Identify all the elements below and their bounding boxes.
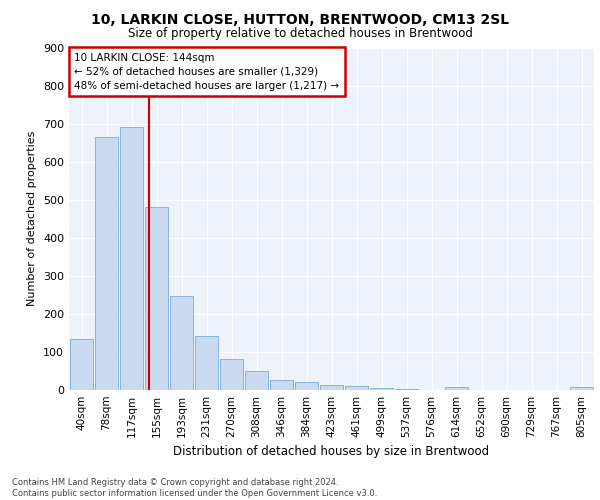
Bar (120, 128, 143, 390)
Y-axis label: Number of detached properties: Number of detached properties (28, 131, 37, 306)
Text: Contains HM Land Registry data © Crown copyright and database right 2024.
Contai: Contains HM Land Registry data © Crown c… (12, 478, 377, 498)
Bar (195, 336, 218, 390)
Bar (95, 137, 118, 390)
Bar (445, 387, 468, 390)
Bar (345, 386, 368, 390)
Bar (295, 382, 318, 390)
Text: 10, LARKIN CLOSE, HUTTON, BRENTWOOD, CM13 2SL: 10, LARKIN CLOSE, HUTTON, BRENTWOOD, CM1… (91, 12, 509, 26)
Bar (220, 359, 243, 390)
X-axis label: Distribution of detached houses by size in Brentwood: Distribution of detached houses by size … (173, 446, 490, 458)
Bar (245, 371, 268, 390)
Text: 10 LARKIN CLOSE: 144sqm
← 52% of detached houses are smaller (1,329)
48% of semi: 10 LARKIN CLOSE: 144sqm ← 52% of detache… (74, 52, 340, 90)
Bar (270, 380, 293, 390)
Bar (170, 296, 193, 390)
Bar (395, 389, 418, 390)
Bar (145, 208, 168, 390)
Bar (370, 388, 393, 390)
Bar (70, 338, 93, 390)
Text: Size of property relative to detached houses in Brentwood: Size of property relative to detached ho… (128, 28, 472, 40)
Bar (570, 387, 593, 390)
Bar (320, 386, 343, 390)
